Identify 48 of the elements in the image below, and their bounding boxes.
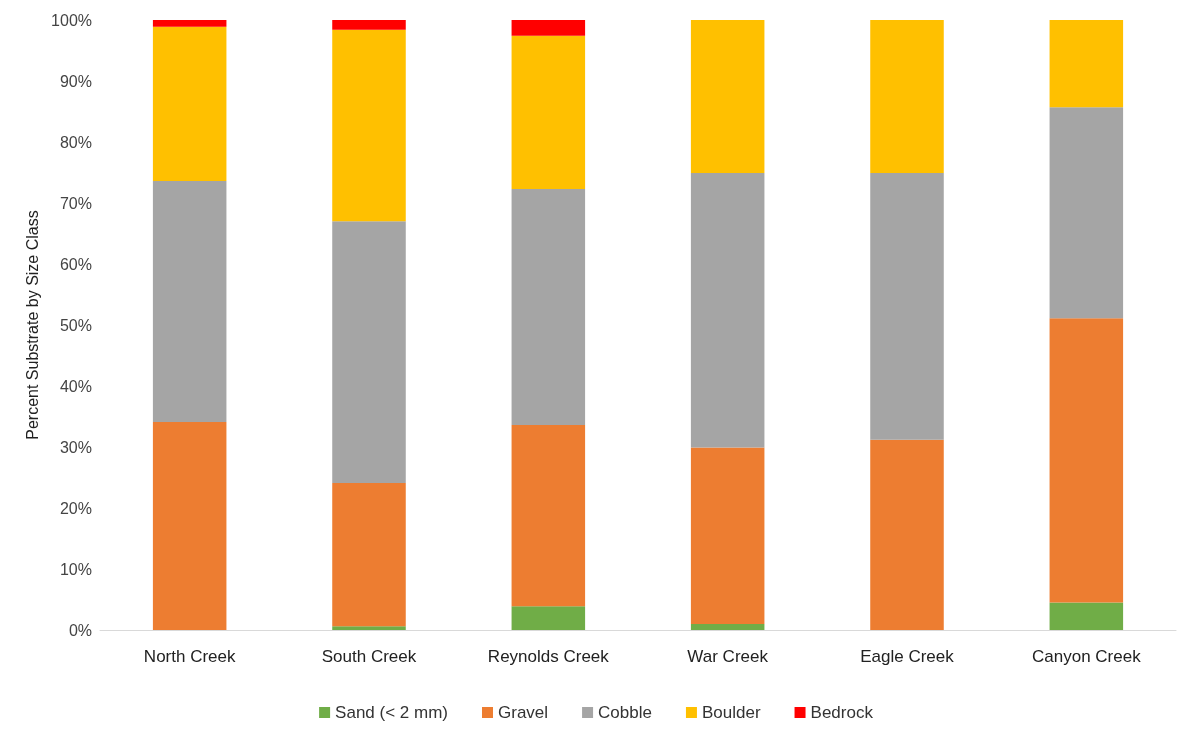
bar [870, 20, 944, 174]
y-tick-label: 20% [59, 499, 92, 517]
y-tick-label: 0% [68, 621, 92, 639]
bar [1049, 318, 1124, 603]
x-tick-label: Eagle Creek [860, 647, 955, 666]
bar [690, 20, 765, 174]
bar [511, 188, 586, 426]
x-tick-label: South Creek [321, 647, 417, 666]
y-tick-label: 50% [59, 316, 92, 334]
bar [690, 447, 765, 624]
x-tick-label: North Creek [143, 647, 236, 666]
y-tick-label: 30% [59, 438, 92, 456]
y-tick-label: 10% [59, 560, 92, 578]
x-tick-label: Reynolds Creek [487, 647, 610, 666]
y-tick-label: 70% [59, 194, 92, 212]
bar [152, 26, 227, 182]
bar [1049, 20, 1124, 108]
bar [1049, 107, 1124, 319]
y-axis-title: Percent Substrate by Size Class [23, 210, 41, 440]
bar [332, 20, 406, 30]
y-tick-label: 90% [59, 72, 92, 90]
bar [511, 35, 586, 189]
bar [1049, 602, 1124, 630]
bar [332, 626, 406, 630]
bar [690, 623, 765, 630]
legend-label: Bedrock [810, 703, 874, 722]
legend-label: Sand (< 2 mm) [335, 703, 449, 722]
y-tick-label: 60% [59, 255, 92, 273]
bar [511, 425, 586, 607]
legend-label: Boulder [701, 703, 761, 722]
bar [152, 20, 227, 27]
y-tick-label: 80% [59, 133, 92, 151]
bar [511, 606, 586, 630]
bar [690, 173, 765, 448]
legend-label: Gravel [498, 703, 549, 722]
bar [152, 421, 227, 630]
bar [332, 221, 406, 483]
bar [152, 181, 227, 422]
y-tick-label: 100% [51, 11, 92, 29]
bar [870, 439, 944, 630]
x-tick-label: War Creek [687, 647, 769, 666]
bar [511, 20, 586, 36]
bar [870, 173, 944, 440]
bar [332, 482, 406, 627]
y-tick-label: 40% [59, 377, 92, 395]
legend-label: Cobble [598, 703, 652, 722]
x-tick-label: Canyon Creek [1032, 647, 1142, 666]
bar [332, 29, 406, 222]
